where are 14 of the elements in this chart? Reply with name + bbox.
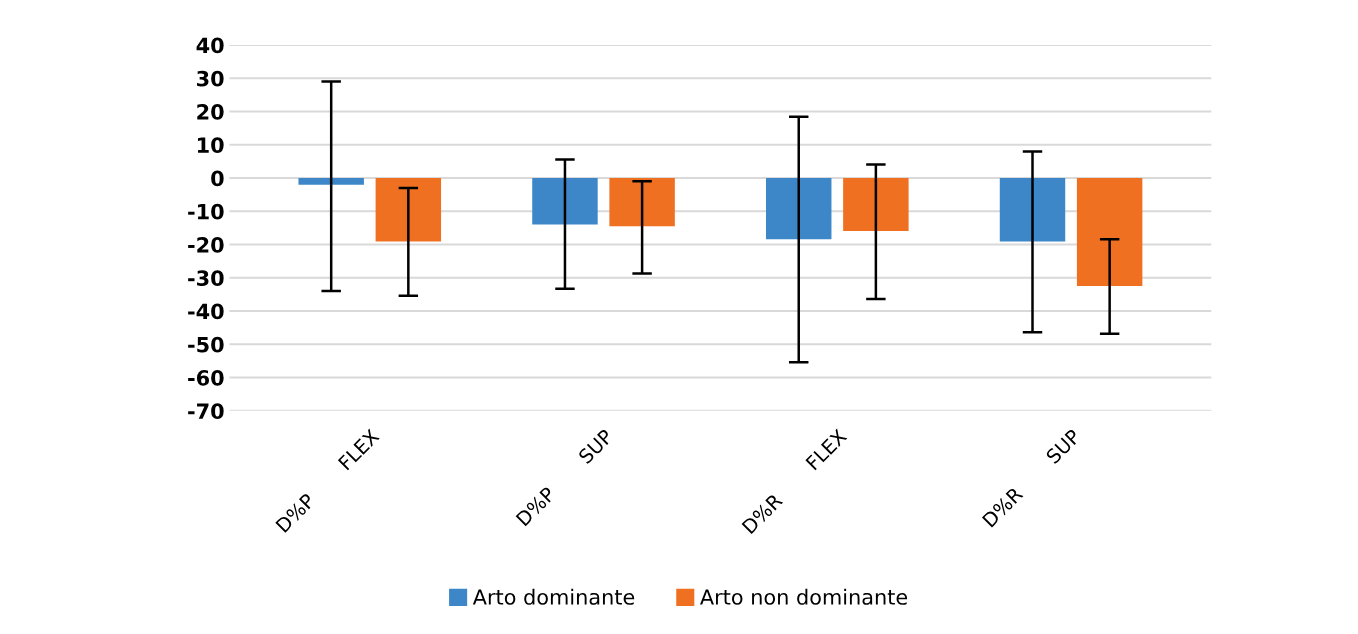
- y-tick-label: 0: [211, 170, 224, 187]
- y-tick-label: -30: [188, 270, 224, 287]
- y-tick-label: -60: [188, 370, 224, 386]
- legend-label: Arto non dominante: [700, 588, 908, 605]
- y-tick-label: -20: [188, 237, 224, 253]
- y-tick-label: -70: [188, 403, 224, 420]
- y-tick-label: 30: [197, 70, 224, 87]
- y-tick-label: -50: [188, 336, 224, 353]
- y-tick-label: 20: [197, 103, 224, 120]
- y-tick-label: -10: [188, 203, 224, 220]
- y-tick-label: 10: [198, 137, 224, 153]
- legend-label: Arto dominante: [472, 588, 635, 605]
- y-tick-label: 40: [196, 37, 224, 54]
- y-tick-label: -40: [188, 303, 224, 320]
